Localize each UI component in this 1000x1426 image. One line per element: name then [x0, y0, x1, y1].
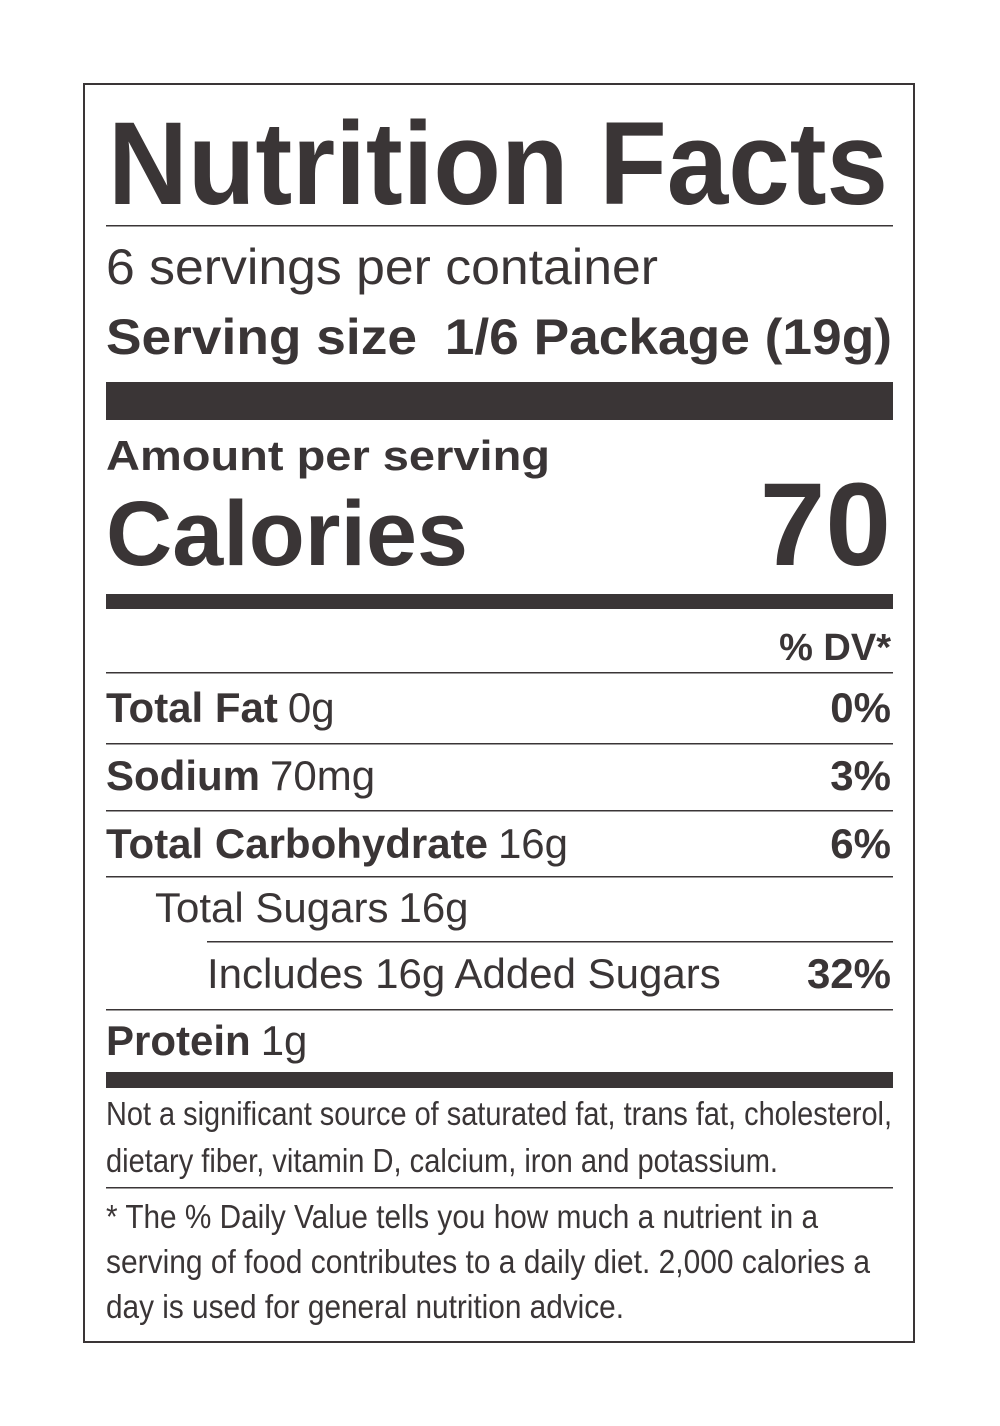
dv-header: % DV*	[779, 627, 891, 669]
title: Nutrition Facts	[108, 98, 888, 230]
nutrient-dv: 0%	[830, 684, 891, 731]
nutrient-row: Total Sugars 16g	[155, 884, 469, 931]
nutrient-dv: 3%	[830, 752, 891, 799]
nutrient-amount: 1g	[261, 1017, 308, 1064]
calories-label: Calories	[106, 483, 468, 585]
divider	[106, 810, 893, 812]
divider	[106, 743, 893, 745]
servings: 6 servings per container	[106, 239, 658, 295]
nutrient-name: Protein	[106, 1017, 251, 1064]
divider	[106, 1009, 893, 1011]
dv-note: * The % Daily Value tells you how much a…	[106, 1198, 819, 1235]
serving-size-value: 1/6 Package (19g)	[445, 309, 892, 365]
serving-size-label: Serving size	[106, 309, 417, 365]
nutrient-name: Sodium	[106, 752, 260, 799]
nutrient-row: Protein 1g	[106, 1017, 307, 1064]
border	[83, 83, 915, 1343]
nutrient-amount: 70mg	[270, 752, 375, 799]
footnote: Not a significant source of saturated fa…	[106, 1095, 892, 1132]
nutrient-amount: 16g	[498, 820, 568, 867]
nutrient-row: Sodium 70mg	[106, 752, 375, 799]
thick-bar	[106, 382, 893, 420]
calories-value: 70	[760, 459, 891, 591]
divider	[106, 225, 893, 227]
dv-note: serving of food contributes to a daily d…	[106, 1243, 871, 1280]
nutrient-name: Total Sugars	[155, 884, 388, 931]
divider	[106, 876, 893, 878]
nutrient-name: Total Carbohydrate	[106, 820, 488, 867]
nutrient-row: Total Fat 0g	[106, 684, 335, 731]
nutrient-dv: 32%	[807, 950, 891, 997]
divider	[207, 941, 893, 943]
nutrient-amount: 16g	[398, 884, 468, 931]
serving-size: Serving size 1/6 Package (19g)	[106, 309, 892, 365]
amount-per-serving: Amount per serving	[106, 432, 550, 479]
nutrient-name: Includes 16g Added Sugars	[207, 950, 721, 997]
nutrient-amount: 0g	[288, 684, 335, 731]
nutrient-name: Total Fat	[106, 684, 278, 731]
footnote: dietary fiber, vitamin D, calcium, iron …	[106, 1142, 778, 1179]
dv-note: day is used for general nutrition advice…	[106, 1288, 624, 1325]
nutrient-row: Total Carbohydrate 16g	[106, 820, 568, 867]
divider	[106, 1187, 893, 1189]
medium-bar	[106, 594, 893, 609]
thick-bar	[106, 1072, 893, 1088]
nutrient-dv: 6%	[830, 820, 891, 867]
divider	[106, 672, 893, 674]
nutrient-row: Includes 16g Added Sugars	[207, 950, 721, 997]
